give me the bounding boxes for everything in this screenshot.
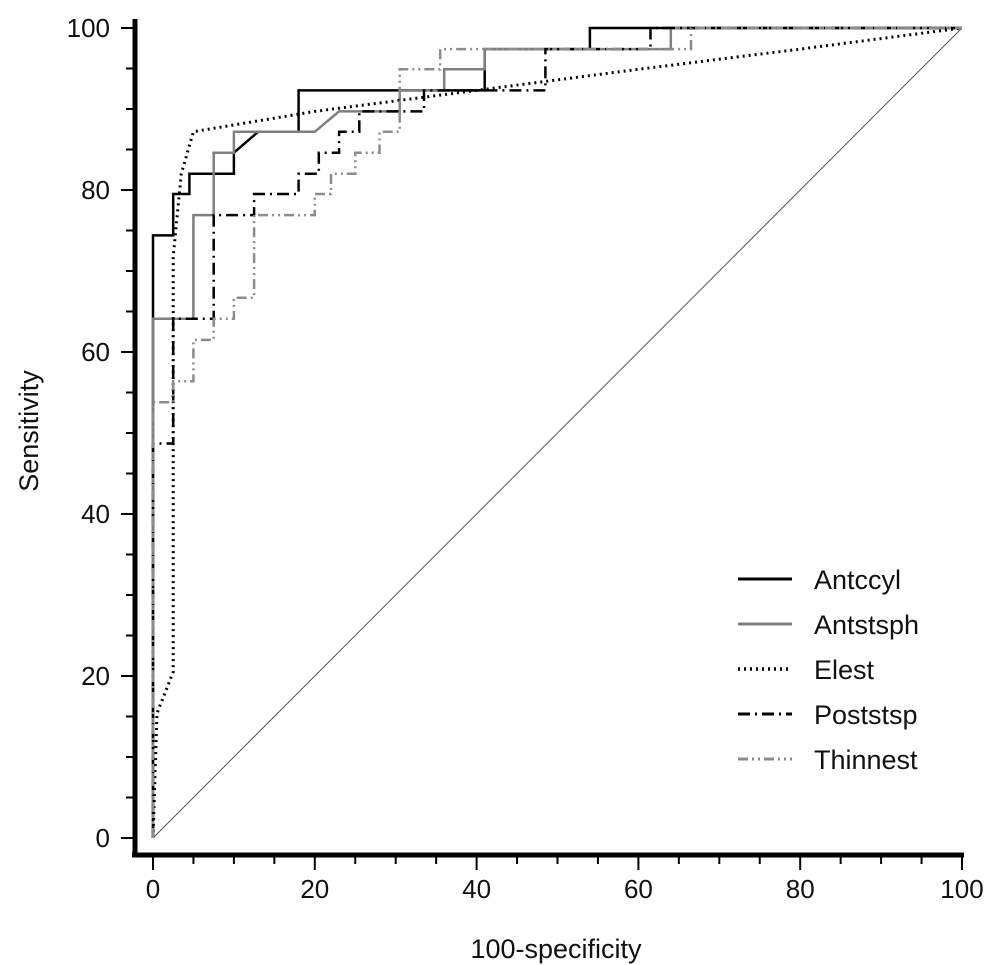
legend-label-antccyl: Antccyl xyxy=(814,565,901,595)
x-tick-label: 60 xyxy=(624,874,653,904)
y-tick-label: 80 xyxy=(81,175,110,205)
reference-diagonal-layer xyxy=(152,27,963,839)
y-ticks: 0 20 40 60 80 100 xyxy=(67,13,135,853)
y-tick-label: 60 xyxy=(81,337,110,367)
x-ticks: 0 20 40 60 80 100 xyxy=(146,855,984,904)
x-axis-label: 100-specificity xyxy=(470,934,642,964)
legend-label-antstsph: Antstsph xyxy=(814,610,919,640)
y-tick-label: 100 xyxy=(67,13,110,43)
legend-label-thinnest: Thinnest xyxy=(814,745,918,775)
axes xyxy=(132,19,964,858)
x-tick-label: 0 xyxy=(146,874,160,904)
legend-label-elest: Elest xyxy=(814,655,875,685)
x-tick-label: 100 xyxy=(940,874,983,904)
legend: Antccyl Antstsph Elest Poststsp Thinnest xyxy=(738,565,919,775)
y-tick-label: 20 xyxy=(81,661,110,691)
series-layer xyxy=(151,26,963,839)
y-tick-label: 40 xyxy=(81,499,110,529)
x-tick-label: 40 xyxy=(462,874,491,904)
y-axis-label: Sensitivity xyxy=(14,370,44,492)
legend-label-poststsp: Poststsp xyxy=(814,700,918,730)
series-line-thinnest xyxy=(151,26,962,838)
y-tick-label: 0 xyxy=(96,823,110,853)
x-tick-label: 20 xyxy=(300,874,329,904)
x-tick-label: 80 xyxy=(786,874,815,904)
reference-diagonal-line xyxy=(152,27,963,839)
